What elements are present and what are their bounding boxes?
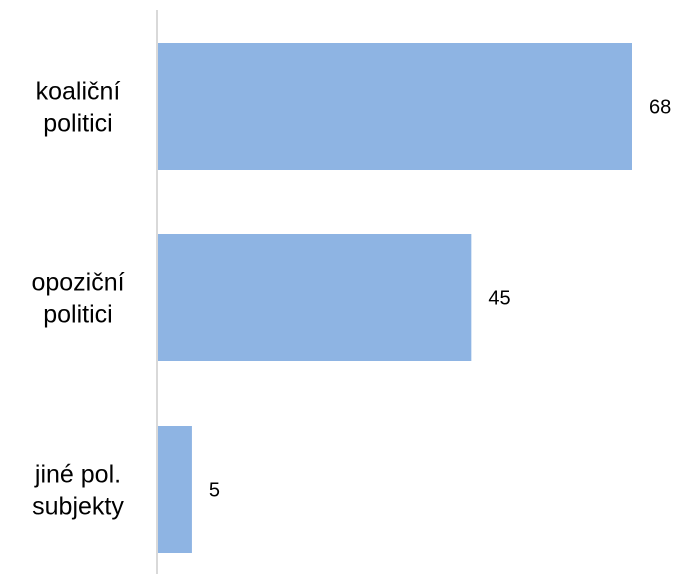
data-label-1: 68: [649, 97, 671, 119]
category-label-1: koaliční politici: [36, 78, 121, 138]
category-labels-group: koaliční politici opoziční politici jiné pol…: [31, 78, 124, 521]
bar-1: [157, 43, 632, 170]
category-label-3: jiné pol. subjekty: [32, 461, 124, 521]
category-label-line: jiné pol.: [34, 461, 121, 489]
data-label-3: 5: [209, 480, 220, 502]
data-label-2: 45: [488, 288, 510, 310]
data-labels-group: 68 45 5: [209, 97, 671, 502]
bar-3: [157, 426, 192, 553]
category-label-line: politici: [43, 110, 112, 138]
category-label-line: opoziční: [31, 269, 124, 297]
category-label-2: opoziční politici: [31, 269, 124, 329]
bars-group: [157, 43, 632, 553]
category-label-line: politici: [43, 301, 112, 329]
category-label-line: koaliční: [36, 78, 121, 106]
bar-2: [157, 234, 472, 361]
category-label-line: subjekty: [32, 493, 124, 521]
